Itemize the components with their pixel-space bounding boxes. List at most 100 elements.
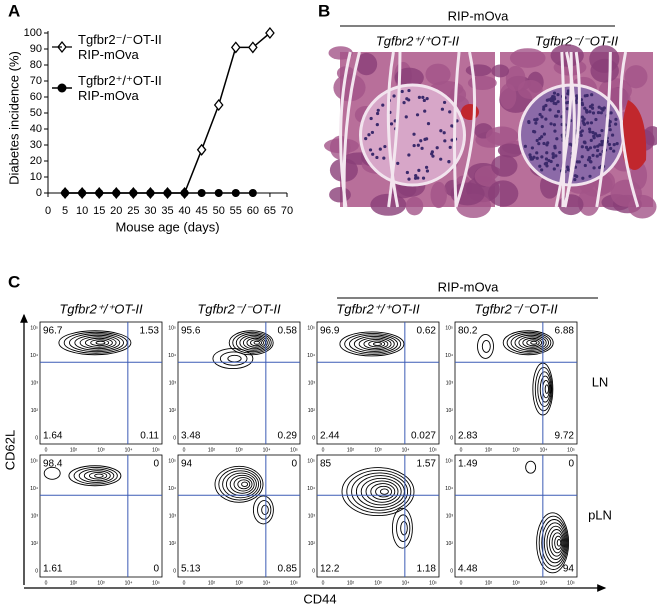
nucleus <box>588 160 593 164</box>
contour <box>556 539 562 547</box>
nucleus <box>568 142 572 146</box>
nucleus <box>612 143 616 147</box>
quadrant-value: 0 <box>568 459 574 470</box>
acinar-cell <box>643 126 657 146</box>
axis-tick-label: 10⁵ <box>445 458 453 464</box>
nucleus <box>527 120 531 125</box>
flow-plot: 0 0 10² 10² 10³ 10³ 10⁴ 10⁴ 10⁵ 10⁵ 85 1.57 12.2 1.18 <box>307 454 440 586</box>
nucleus <box>607 142 612 147</box>
erythrocytes <box>621 100 647 170</box>
nucleus <box>583 163 587 168</box>
quadrant-value: 0.58 <box>278 326 298 337</box>
x-tick-label: 20 <box>110 205 122 217</box>
nucleus <box>614 122 618 126</box>
septum <box>454 51 477 208</box>
nucleus <box>530 146 534 150</box>
contour <box>534 366 553 412</box>
axis-tick-label: 10⁵ <box>168 458 176 464</box>
nucleus <box>542 132 547 136</box>
acinar-cell <box>589 45 620 73</box>
nucleus <box>584 145 589 149</box>
contour <box>74 334 121 351</box>
nucleus <box>442 100 447 105</box>
contour <box>544 384 549 394</box>
panel-label: B <box>318 1 330 20</box>
axis-tick-label: 10⁴ <box>168 486 176 492</box>
nucleus <box>549 159 553 164</box>
plot-frame <box>316 321 440 445</box>
panel-label: A <box>8 1 20 20</box>
data-point <box>180 189 189 197</box>
y-axis-label: CD62L <box>2 430 17 470</box>
nucleus <box>610 133 615 137</box>
y-tick-label: 40 <box>30 123 42 135</box>
nucleus <box>592 136 596 140</box>
acinar-cell <box>355 52 378 76</box>
quadrant-value: 2.44 <box>320 431 340 442</box>
nucleus <box>596 148 600 153</box>
nucleus <box>425 169 430 173</box>
contour <box>514 334 547 351</box>
nucleus <box>591 153 595 157</box>
nucleus <box>425 97 429 101</box>
axis-tick-label: 10⁵ <box>30 458 38 464</box>
nucleus <box>588 130 592 134</box>
x-tick-label: 50 <box>213 205 225 217</box>
axis-tick-label: 10⁵ <box>307 458 315 464</box>
nucleus <box>421 176 426 180</box>
axis-tick-label: 10⁵ <box>152 580 160 586</box>
column-label: Tgfbr2⁻/⁻OT-II <box>197 301 281 316</box>
nucleus <box>542 141 546 146</box>
contour <box>530 340 538 345</box>
erythrocytes <box>461 104 479 120</box>
nucleus <box>370 130 375 135</box>
nucleus <box>573 174 577 178</box>
nucleus <box>448 145 452 149</box>
acinar-cell <box>487 180 519 207</box>
axis-tick-label: 10² <box>446 408 454 414</box>
nucleus <box>419 139 423 143</box>
axis-tick-label: 0 <box>322 447 325 453</box>
quadrant-value: 1.49 <box>458 459 478 470</box>
plot-frame <box>39 321 163 445</box>
legend-marker <box>57 83 67 93</box>
axis-tick-label: 0 <box>312 568 315 574</box>
histology-image <box>485 44 657 219</box>
axis-tick-label: 10³ <box>446 380 454 386</box>
nucleus <box>551 155 555 159</box>
y-axis-label: Diabetes incidence (%) <box>6 51 21 185</box>
nucleus <box>600 139 604 144</box>
axis-tick-label: 0 <box>460 447 463 453</box>
acinar-cell <box>328 46 353 60</box>
nucleus <box>540 168 544 172</box>
nucleus <box>540 155 544 159</box>
contour <box>502 330 554 356</box>
nucleus <box>588 174 592 178</box>
contour <box>549 529 565 557</box>
contour <box>246 337 264 348</box>
data-point <box>112 189 121 197</box>
flow-plot: 0 0 10² 10² 10³ 10³ 10⁴ 10⁴ 10⁵ 10⁵ 96.9 0.62 2.44 0.… <box>307 321 440 453</box>
nucleus <box>416 143 420 147</box>
septum <box>563 51 576 208</box>
nucleus <box>553 129 557 133</box>
nucleus <box>535 151 539 155</box>
quadrant-value: 0.29 <box>278 431 298 442</box>
axis-tick-label: 10⁵ <box>429 447 437 453</box>
nucleus <box>523 144 527 148</box>
flow-plot: 0 0 10² 10² 10³ 10³ 10⁴ 10⁴ 10⁵ 10⁵ 94 0 5.13 0.85 <box>168 454 301 586</box>
axis-tick-label: 0 <box>322 580 325 586</box>
nucleus <box>591 111 596 115</box>
y-tick-label: 10 <box>30 171 42 183</box>
nucleus <box>417 168 421 172</box>
axis-tick-label: 10² <box>485 580 493 586</box>
axis-tick-label: 10⁴ <box>540 447 548 453</box>
quadrant-value: 1.61 <box>43 564 63 575</box>
nucleus <box>552 95 556 99</box>
x-tick-label: 10 <box>76 205 88 217</box>
axis-tick-label: 10² <box>169 408 177 414</box>
quadrant-value: 1.57 <box>417 459 437 470</box>
acinar-cell <box>628 194 657 219</box>
